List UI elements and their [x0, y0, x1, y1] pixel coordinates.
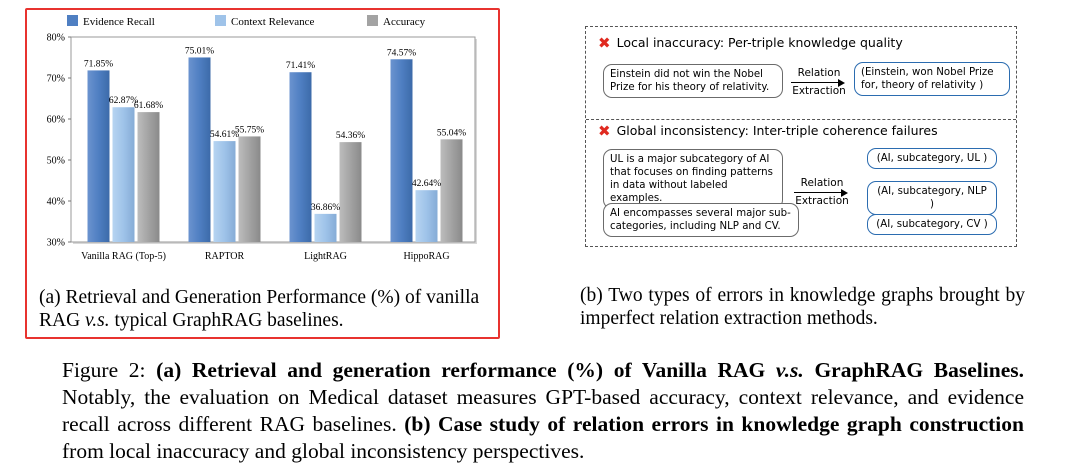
- data-label: 71.41%: [286, 61, 315, 71]
- bar-chart: Evidence Recall Context Relevance Accuracy…: [47, 15, 477, 262]
- legend-label: Accuracy: [383, 16, 426, 28]
- bar-context-relevance: [112, 107, 135, 242]
- section-divider: [586, 119, 1016, 120]
- x-tick-label: LightRAG: [304, 251, 347, 262]
- global-triple-box: (AI, subcategory, NLP ): [867, 181, 997, 215]
- bar-evidence-recall: [289, 72, 312, 243]
- bar-accuracy: [238, 136, 261, 242]
- data-label: 61.68%: [134, 101, 163, 111]
- legend-swatch: [67, 15, 78, 26]
- panel-a-caption: (a) Retrieval and Generation Performance…: [39, 287, 480, 331]
- data-label: 71.85%: [84, 59, 113, 69]
- arrow-label-top: Relation: [800, 177, 844, 189]
- panel-b-caption: (b) Two types of errors in knowledge gra…: [580, 285, 1025, 329]
- data-label: 75.01%: [185, 46, 214, 56]
- data-label: 36.86%: [311, 203, 340, 213]
- y-tick-label: 50%: [47, 156, 65, 167]
- figure-caption: Figure 2: (a) Retrieval and generation r…: [62, 358, 1024, 463]
- x-tick-label: HippoRAG: [403, 251, 449, 262]
- data-label: 62.87%: [109, 96, 138, 106]
- panel-b-frame: ✖ Local inaccuracy: Per-triple knowledge…: [585, 26, 1017, 247]
- chart-bars: [87, 57, 463, 243]
- data-label: 55.75%: [235, 125, 264, 135]
- arrow-label-bottom: Extraction: [792, 85, 846, 97]
- global-sentence-box-1: UL is a major subcategory of AI that foc…: [603, 149, 783, 209]
- arrow-right-icon: [794, 187, 848, 199]
- data-label: 42.64%: [412, 179, 441, 189]
- bar-context-relevance: [415, 190, 438, 242]
- bar-context-relevance: [213, 141, 236, 242]
- data-label: 74.57%: [387, 48, 416, 58]
- bar-evidence-recall: [188, 57, 211, 242]
- bar-accuracy: [440, 139, 463, 242]
- y-tick-label: 30%: [47, 238, 65, 249]
- legend-swatch: [215, 15, 226, 26]
- local-inaccuracy-heading: ✖ Local inaccuracy: Per-triple knowledge…: [598, 33, 903, 52]
- global-sentence-box-2: AI encompasses several major sub-categor…: [603, 203, 799, 237]
- x-tick-label: RAPTOR: [205, 251, 245, 262]
- data-label: 54.61%: [210, 130, 239, 140]
- local-sentence-box: Einstein did not win the Nobel Prize for…: [603, 64, 783, 98]
- arrow-label-bottom: Extraction: [795, 195, 849, 207]
- global-inconsistency-heading: ✖ Global inconsistency: Inter-triple coh…: [598, 121, 938, 140]
- x-tick-label: Vanilla RAG (Top-5): [81, 251, 166, 262]
- y-tick-label: 40%: [47, 197, 65, 208]
- local-triple-box: (Einstein, won Nobel Prize for, theory o…: [854, 62, 1010, 96]
- chart-legend: Evidence Recall Context Relevance Accuracy: [67, 15, 426, 28]
- data-label: 54.36%: [336, 131, 365, 141]
- cross-mark-icon: ✖: [598, 33, 611, 52]
- data-label: 55.04%: [437, 128, 466, 138]
- legend-swatch: [367, 15, 378, 26]
- chart-data-labels: 71.85% 62.87%61.68% 75.01% 54.61%55.75% 71.4…: [84, 46, 466, 212]
- global-triple-box: (AI, subcategory, UL ): [867, 148, 997, 169]
- legend-label: Evidence Recall: [83, 16, 155, 28]
- arrow-right-icon: [791, 77, 845, 89]
- y-tick-label: 80%: [47, 33, 65, 44]
- bar-evidence-recall: [390, 59, 413, 242]
- bar-accuracy: [339, 142, 362, 242]
- legend-label: Context Relevance: [231, 16, 315, 28]
- y-tick-label: 60%: [47, 115, 65, 126]
- y-tick-label: 70%: [47, 74, 65, 85]
- arrow-label-top: Relation: [797, 67, 841, 79]
- bar-evidence-recall: [87, 70, 110, 242]
- panel-a-frame: Evidence Recall Context Relevance Accuracy…: [25, 8, 500, 339]
- bar-accuracy: [137, 112, 160, 242]
- global-triple-box: (AI, subcategory, CV ): [867, 214, 997, 235]
- cross-mark-icon: ✖: [598, 121, 611, 140]
- bar-context-relevance: [314, 213, 337, 242]
